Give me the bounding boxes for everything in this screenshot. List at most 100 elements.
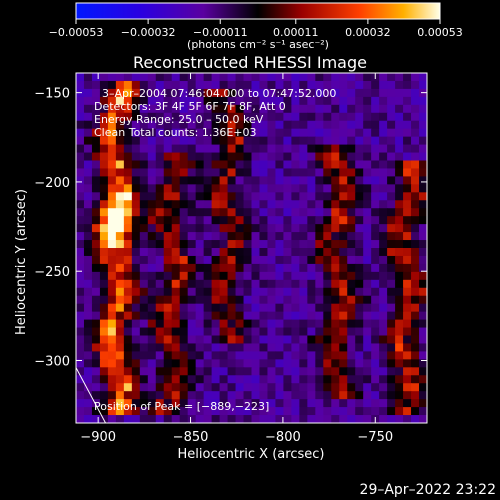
- heatmap-cell: [139, 73, 149, 82]
- heatmap-cell: [115, 359, 125, 368]
- heatmap-cell: [403, 112, 412, 122]
- heatmap-cell: [323, 319, 332, 329]
- heatmap-cell: [283, 343, 292, 353]
- heatmap-cell: [283, 112, 292, 122]
- heatmap-cell: [355, 327, 364, 337]
- heatmap-cell: [283, 73, 292, 82]
- heatmap-cell: [195, 144, 205, 154]
- heatmap-cell: [227, 120, 237, 130]
- heatmap-cell: [371, 160, 380, 170]
- heatmap-cell: [403, 351, 412, 360]
- heatmap-cell: [147, 240, 157, 249]
- heatmap-cell: [275, 407, 285, 416]
- heatmap-cell: [171, 136, 181, 146]
- heatmap-cell: [387, 367, 396, 376]
- heatmap-cell: [171, 319, 181, 329]
- heatmap-cell: [331, 80, 340, 90]
- heatmap-cell: [155, 248, 165, 257]
- heatmap-cell: [171, 216, 181, 225]
- heatmap-cell: [419, 208, 427, 217]
- heatmap-cell: [419, 311, 427, 321]
- heatmap-cell: [171, 287, 181, 297]
- heatmap-cell: [339, 136, 348, 146]
- heatmap-cell: [131, 255, 141, 265]
- heatmap-cell: [179, 415, 189, 423]
- heatmap-cell: [123, 359, 133, 368]
- heatmap-cell: [283, 208, 292, 217]
- heatmap-cell: [259, 88, 269, 98]
- heatmap-cell: [115, 327, 125, 337]
- heatmap-cell: [243, 208, 253, 217]
- heatmap-cell: [139, 184, 149, 193]
- heatmap-cell: [195, 327, 205, 337]
- heatmap-cell: [355, 232, 364, 241]
- heatmap-cell: [315, 152, 324, 162]
- heatmap-cell: [235, 319, 245, 329]
- heatmap-cell: [91, 168, 101, 178]
- heatmap-cell: [139, 88, 149, 98]
- heatmap-cell: [235, 88, 245, 98]
- heatmap-cell: [363, 319, 372, 329]
- heatmap-cell: [411, 359, 420, 368]
- heatmap-cell: [323, 136, 332, 146]
- heatmap-cell: [195, 255, 205, 265]
- heatmap-cell: [195, 160, 205, 170]
- heatmap-cell: [315, 144, 324, 154]
- heatmap-cell: [411, 88, 420, 98]
- heatmap-cell: [115, 104, 125, 114]
- heatmap-cell: [379, 248, 388, 257]
- heatmap-cell: [123, 279, 133, 289]
- heatmap-cell: [259, 335, 269, 345]
- heatmap-cell: [235, 232, 245, 241]
- heatmap-cell: [155, 343, 165, 353]
- heatmap-cell: [115, 112, 125, 122]
- heatmap-cell: [76, 375, 85, 384]
- heatmap-cell: [235, 208, 245, 217]
- heatmap-cell: [315, 73, 324, 82]
- heatmap-cell: [283, 160, 292, 170]
- heatmap-cell: [411, 96, 420, 106]
- heatmap-cell: [219, 383, 229, 392]
- heatmap-cell: [155, 176, 165, 185]
- heatmap-cell: [163, 88, 173, 98]
- heatmap-cell: [267, 407, 277, 416]
- heatmap-cell: [155, 327, 165, 337]
- heatmap-cell: [179, 240, 189, 249]
- heatmap-cell: [419, 104, 427, 114]
- heatmap-cell: [283, 391, 292, 400]
- heatmap-cell: [91, 152, 101, 162]
- heatmap-cell: [115, 335, 125, 345]
- heatmap-cell: [315, 303, 324, 313]
- heatmap-cell: [355, 120, 364, 130]
- heatmap-cell: [419, 367, 427, 376]
- heatmap-cell: [115, 383, 125, 392]
- heatmap-cell: [139, 391, 149, 400]
- heatmap-cell: [355, 263, 364, 273]
- heatmap-cell: [387, 399, 396, 408]
- heatmap-cell: [403, 168, 412, 178]
- heatmap-cell: [363, 224, 372, 233]
- heatmap-cell: [83, 383, 93, 392]
- heatmap-cell: [123, 120, 133, 130]
- heatmap-cell: [203, 152, 213, 162]
- heatmap-cell: [131, 136, 141, 146]
- heatmap-cell: [299, 232, 308, 241]
- heatmap-cell: [76, 367, 85, 376]
- heatmap-cell: [235, 144, 245, 154]
- heatmap-cell: [323, 224, 332, 233]
- heatmap-cell: [307, 287, 316, 297]
- heatmap-cell: [339, 351, 348, 360]
- heatmap-cell: [419, 255, 427, 265]
- heatmap-cell: [355, 375, 364, 384]
- heatmap-cell: [275, 240, 285, 249]
- heatmap-cell: [235, 399, 245, 408]
- heatmap-cell: [76, 248, 85, 257]
- heatmap-cell: [91, 176, 101, 185]
- heatmap-cell: [243, 319, 253, 329]
- heatmap-cell: [227, 152, 237, 162]
- heatmap-cell: [171, 240, 181, 249]
- heatmap-cell: [395, 327, 404, 337]
- heatmap-cell: [219, 184, 229, 193]
- heatmap-cell: [91, 311, 101, 321]
- heatmap-cell: [291, 407, 300, 416]
